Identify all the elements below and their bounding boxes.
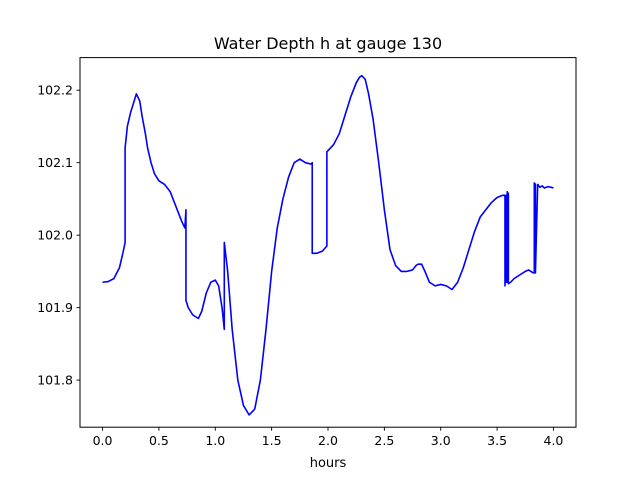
y-tick-label: 102.2 <box>37 83 73 98</box>
y-tick-label: 102.0 <box>37 228 73 243</box>
x-tick-label: 3.0 <box>431 433 451 448</box>
plot-area <box>102 74 554 416</box>
x-tick-label: 3.5 <box>487 433 507 448</box>
x-tick-label: 1.0 <box>205 433 225 448</box>
y-axis: 101.8 101.9 102.0 102.1 102.2 <box>37 83 80 388</box>
y-tick-label: 101.8 <box>37 373 73 388</box>
series-line-0 <box>102 74 554 416</box>
x-tick-label: 0.5 <box>149 433 169 448</box>
x-tick-label: 0.0 <box>93 433 113 448</box>
x-axis: 0.0 0.5 1.0 1.5 2.0 2.5 3.0 3.5 4.0 <box>93 427 564 448</box>
x-axis-label: hours <box>310 456 347 471</box>
x-tick-label: 2.0 <box>318 433 338 448</box>
y-tick-label: 101.9 <box>37 300 73 315</box>
x-tick-label: 1.5 <box>262 433 282 448</box>
y-tick-label: 102.1 <box>37 155 73 170</box>
x-tick-label: 2.5 <box>374 433 394 448</box>
x-tick-label: 4.0 <box>544 433 564 448</box>
chart-title: Water Depth h at gauge 130 <box>214 34 442 53</box>
